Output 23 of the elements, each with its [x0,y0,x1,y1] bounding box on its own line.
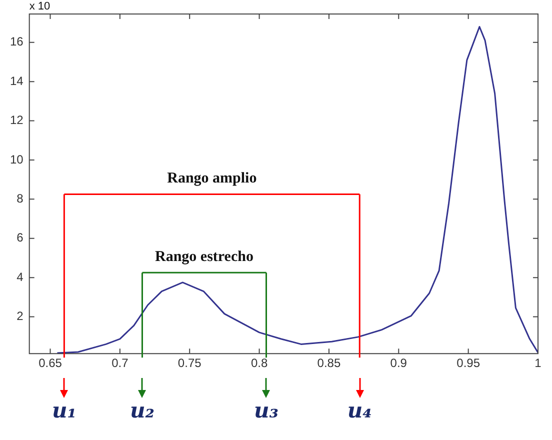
ref-line-label: u₄ [347,398,372,423]
x-tick-label: 0.8 [250,356,268,370]
y-tick-label: 2 [16,309,24,324]
y-tick-label: 8 [16,191,24,206]
x-tick-label: 0.75 [178,356,202,370]
text: x 10 [29,0,50,13]
x-tick-label: 1 [534,356,542,370]
ref-line-label: u₁ [52,398,76,423]
y-tick-label: 16 [10,34,24,49]
y-tick-label: 14 [10,74,24,88]
x-tick-label: 0.7 [112,356,129,370]
y-tick-label: 6 [16,230,24,245]
y-tick-label: 12 [10,113,24,128]
x-tick-label: 0.65 [38,356,62,370]
y-tick-label: 10 [10,152,24,166]
x-tick-label: 0.9 [390,356,408,370]
annotation: Rango amplio [167,170,257,187]
y-tick-label: 4 [16,270,24,284]
annotation: Rango estrecho [155,249,254,266]
x-tick-label: 0.85 [317,356,341,370]
ref-line-label: u₃ [254,398,278,423]
x-tick-label: 0.95 [456,356,480,370]
ref-line-label: u₂ [130,398,154,423]
